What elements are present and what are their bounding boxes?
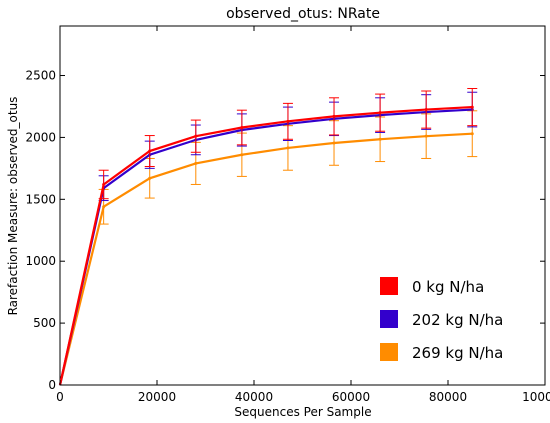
data-point: [148, 149, 152, 153]
data-point: [286, 146, 290, 150]
x-tick-label: 60000: [332, 390, 370, 404]
data-point: [102, 182, 106, 186]
y-tick-label: 500: [33, 316, 56, 330]
x-tick-label: 0: [56, 390, 64, 404]
y-tick-label: 2000: [25, 130, 56, 144]
data-point: [424, 134, 428, 138]
x-axis-title: Sequences Per Sample: [234, 405, 371, 419]
legend-label: 202 kg N/ha: [412, 311, 503, 329]
y-axis: 0 500 1000 1500 2000 2500: [25, 69, 545, 392]
legend-swatch: [380, 310, 398, 328]
chart-title: observed_otus: NRate: [226, 6, 380, 22]
data-point: [194, 134, 198, 138]
y-tick-label: 1500: [25, 192, 56, 206]
legend: 0 kg N/ha 202 kg N/ha 269 kg N/ha: [380, 277, 503, 362]
legend-swatch: [380, 343, 398, 361]
x-tick-label: 40000: [235, 390, 273, 404]
data-point: [102, 205, 106, 209]
y-tick-label: 1000: [25, 254, 56, 268]
data-point: [470, 105, 474, 109]
data-point: [240, 153, 244, 157]
series-line: [58, 132, 473, 386]
x-tick-label: 20000: [138, 390, 176, 404]
plot-frame: [59, 25, 546, 386]
x-tick-label: 80000: [429, 390, 467, 404]
y-tick-label: 2500: [25, 69, 56, 83]
y-tick-label: 0: [48, 378, 56, 392]
data-point: [378, 137, 382, 141]
data-point: [286, 119, 290, 123]
data-point: [424, 108, 428, 112]
data-point: [240, 126, 244, 130]
y-axis-title: Rarefaction Measure: observed_otus: [6, 97, 20, 316]
data-point: [148, 176, 152, 180]
data-point: [470, 132, 474, 136]
legend-label: 269 kg N/ha: [412, 344, 503, 362]
data-point: [332, 114, 336, 118]
x-axis: 0 20000 40000 60000 80000 100000: [56, 26, 550, 404]
series-0-kg-n-ha: [58, 88, 478, 386]
data-point: [378, 111, 382, 115]
legend-swatch: [380, 277, 398, 295]
data-point: [332, 141, 336, 145]
legend-label: 0 kg N/ha: [412, 278, 484, 296]
data-point: [194, 161, 198, 165]
series-layer: [58, 88, 478, 386]
series-line: [58, 108, 473, 386]
series-line: [58, 105, 473, 386]
x-tick-label: 100000: [522, 390, 550, 404]
